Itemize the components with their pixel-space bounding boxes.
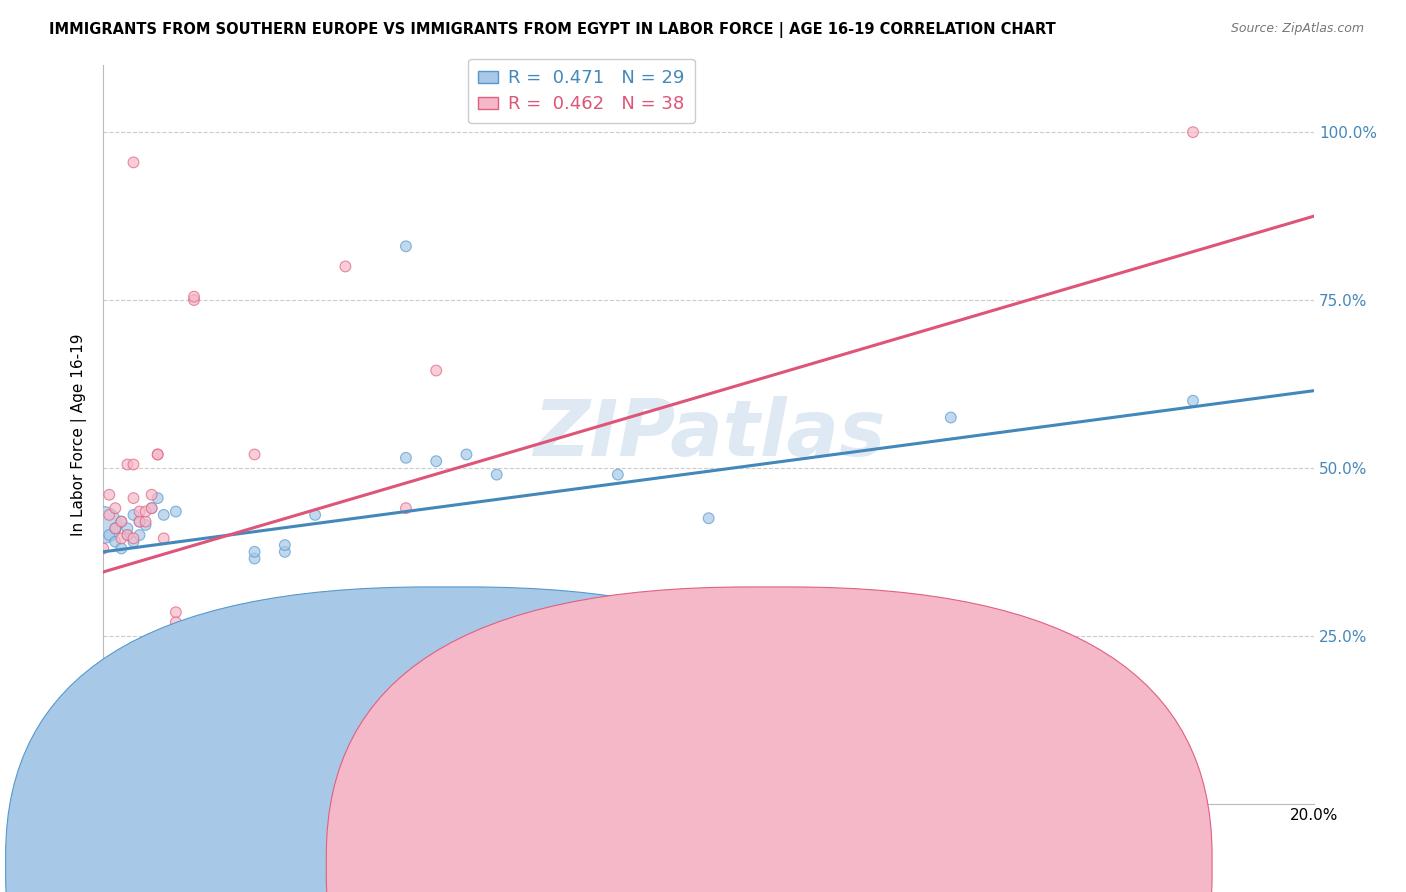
Point (110, 515, 132, 529)
Legend: R =  0.471   N = 29, R =  0.462   N = 38: R = 0.471 N = 29, R = 0.462 N = 38 (468, 59, 695, 123)
Point (104, 521, 127, 535)
Point (141, 501, 163, 516)
Point (128, 515, 150, 529)
Text: Source: ZipAtlas.com: Source: ZipAtlas.com (1230, 22, 1364, 36)
Point (425, 454, 447, 468)
Point (152, 508, 174, 522)
Point (122, 508, 145, 522)
Point (128, 528, 150, 542)
Point (335, 260, 357, 274)
Point (304, 508, 326, 522)
Point (122, 534, 145, 549)
Point (104, 521, 127, 535)
Point (135, 515, 157, 529)
Point (141, 501, 163, 516)
Point (789, 648, 811, 663)
Point (122, 532, 145, 546)
Point (243, 706, 266, 720)
Point (98, 508, 121, 522)
Point (456, 447, 478, 461)
Point (135, 518, 157, 533)
Point (98, 528, 121, 542)
Point (177, 699, 200, 714)
Point (606, 467, 628, 482)
Point (243, 551, 266, 566)
Y-axis label: In Labor Force | Age 16-19: In Labor Force | Age 16-19 (72, 333, 87, 535)
Point (183, 293, 205, 307)
Point (183, 290, 205, 304)
Point (274, 538, 297, 552)
Point (1182, 125, 1205, 139)
Point (141, 488, 163, 502)
Point (122, 491, 145, 505)
Point (146, 491, 169, 505)
Point (122, 458, 145, 472)
Point (274, 709, 297, 723)
Point (122, 155, 145, 169)
Point (91, 518, 114, 533)
Point (152, 532, 174, 546)
Point (91, 541, 114, 556)
Point (165, 504, 187, 518)
Point (697, 511, 720, 525)
Point (425, 363, 447, 377)
Point (165, 615, 187, 630)
Point (104, 501, 127, 516)
Point (243, 447, 266, 461)
Point (117, 458, 139, 472)
Point (939, 410, 962, 425)
Point (1182, 393, 1205, 408)
Point (146, 447, 169, 461)
Point (485, 467, 508, 482)
Point (201, 699, 224, 714)
Point (98, 488, 121, 502)
Point (110, 532, 132, 546)
Point (146, 447, 169, 461)
Text: Immigrants from Southern Europe: Immigrants from Southern Europe (484, 861, 745, 875)
Point (170, 699, 193, 714)
Point (104, 534, 127, 549)
Point (395, 501, 418, 516)
Text: ZIPatlas: ZIPatlas (533, 396, 884, 472)
Text: IMMIGRANTS FROM SOUTHERN EUROPE VS IMMIGRANTS FROM EGYPT IN LABOR FORCE | AGE 16: IMMIGRANTS FROM SOUTHERN EUROPE VS IMMIG… (49, 22, 1056, 38)
Point (110, 515, 132, 529)
Point (243, 545, 266, 559)
Point (165, 605, 187, 619)
Point (128, 515, 150, 529)
Point (110, 541, 132, 556)
Point (117, 528, 139, 542)
Point (395, 450, 418, 465)
Point (128, 504, 150, 518)
Point (117, 521, 139, 535)
Point (274, 545, 297, 559)
Point (395, 239, 418, 253)
Point (135, 504, 157, 518)
Point (117, 528, 139, 542)
Text: Immigrants from Egypt: Immigrants from Egypt (797, 861, 974, 875)
